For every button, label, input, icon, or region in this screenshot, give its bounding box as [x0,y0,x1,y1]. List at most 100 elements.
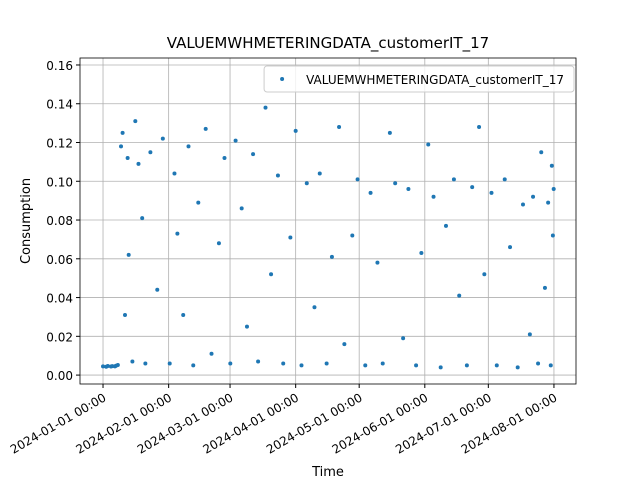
point [350,233,355,238]
point [363,363,368,368]
point [477,124,482,129]
point [288,235,293,240]
point [387,130,392,135]
point [539,150,544,155]
point [464,363,469,368]
point [203,126,208,131]
point [181,313,186,318]
point [251,152,256,157]
point [143,361,148,366]
point [550,233,555,238]
point [263,105,268,110]
point [549,163,554,168]
point [186,144,191,149]
point [508,245,513,250]
y-axis-label: Consumption [19,178,34,264]
point [172,171,177,176]
point [414,363,419,368]
point [531,194,536,199]
point [324,361,329,366]
point [196,200,201,205]
point [275,173,280,178]
point [115,363,120,368]
point [451,177,456,182]
point [126,252,131,257]
point [482,272,487,277]
y-tick-label: 0.10 [46,175,73,189]
legend: VALUEMWHMETERINGDATA_customerIT_17 [263,65,575,93]
point [148,150,153,155]
point [502,177,507,182]
legend-label: VALUEMWHMETERINGDATA_customerIT_17 [306,73,564,87]
point [269,272,274,277]
point [105,363,110,368]
point [380,361,385,366]
point [536,361,541,366]
point [125,156,130,161]
y-tick-label: 0.16 [46,59,73,73]
point [470,185,475,190]
point [281,361,286,366]
point [406,187,411,192]
point [130,359,135,364]
point [546,200,551,205]
point [438,365,443,370]
point [160,136,165,141]
point [122,313,127,318]
point [494,363,499,368]
point [355,177,360,182]
point [216,241,221,246]
point [329,254,334,259]
point [342,342,347,347]
point [551,187,556,192]
point [520,202,525,207]
x-axis-label: Time [311,465,344,480]
point [299,363,304,368]
point [155,287,160,292]
point [317,171,322,176]
y-tick-label: 0.12 [46,137,73,151]
point [222,156,227,161]
y-tick-label: 0.02 [46,330,73,344]
point [228,361,233,366]
y-tick-label: 0.04 [46,292,73,306]
point [304,181,309,186]
point [548,363,553,368]
point [244,324,249,329]
point [401,336,406,341]
plot-frame [79,57,577,385]
legend-box [263,65,575,93]
legend-marker [280,77,285,81]
y-tick-label: 0.06 [46,253,73,267]
point [140,216,145,221]
point [191,363,196,368]
point [239,206,244,211]
point [443,223,448,228]
point [527,332,532,337]
point [293,128,298,133]
y-tick-label: 0.00 [46,369,73,383]
point [133,119,138,124]
point [457,293,462,298]
point [312,305,317,310]
point [426,142,431,147]
chart-title: VALUEMWHMETERINGDATA_customerIT_17 [167,34,489,53]
point [368,190,373,195]
point [120,130,125,135]
point [419,250,424,255]
point [337,124,342,129]
y-tick-label: 0.14 [46,98,73,112]
point [393,181,398,186]
point [167,361,172,366]
point [256,359,261,364]
y-tick-label: 0.08 [46,214,73,228]
point [233,138,238,143]
point [209,351,214,356]
point [489,190,494,195]
point [515,365,520,370]
point [431,194,436,199]
point [119,144,124,149]
point [175,231,180,236]
point [101,364,106,369]
